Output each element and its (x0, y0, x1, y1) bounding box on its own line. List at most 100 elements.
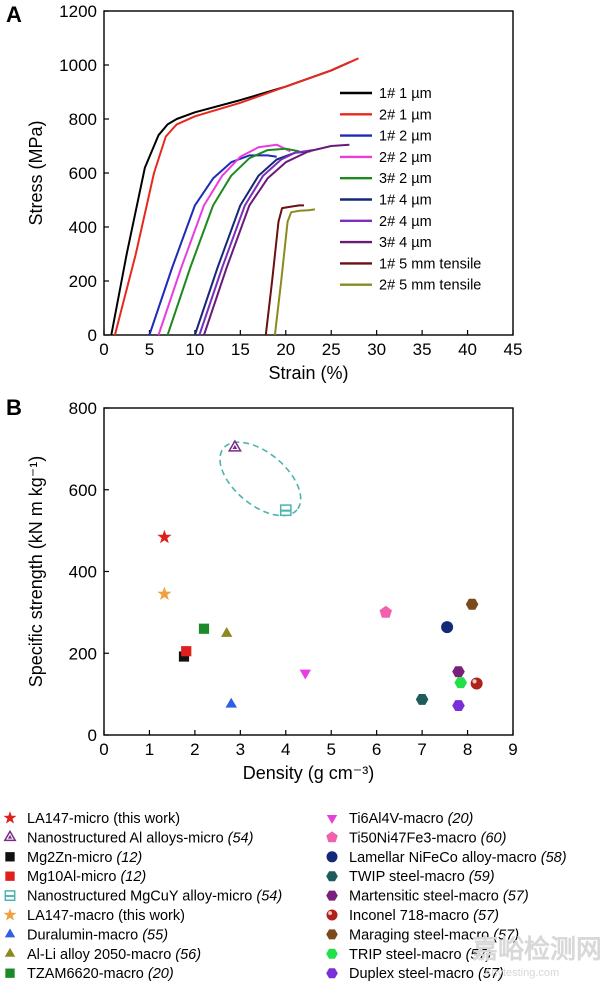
data-point-15 (470, 677, 483, 690)
legend-entry-name: Nanostructured MgCuY alloy-micro (27, 889, 252, 905)
legend-marker-16 (326, 929, 338, 940)
legend-marker-18 (326, 968, 338, 979)
legend-marker-8 (4, 947, 16, 957)
legend-entry-name: Mg10Al-micro (27, 869, 116, 885)
watermark: 嘉峪检测网 Anytesting.com (472, 934, 600, 979)
legend-label-1: 1# 1 µm (379, 86, 432, 102)
panel-a-chart: 0 5 10 15 20 25 30 35 40 45 0 200 400 600 800 1000 1200 S… (26, 2, 522, 383)
legend-marker-17 (326, 948, 338, 959)
panel-a-x-axis-title: Strain (%) (268, 363, 348, 383)
legend-entry-name: Lamellar NiFeCo alloy-macro (349, 850, 537, 866)
series-line-4 (157, 143, 291, 336)
panel-b-label: B (6, 395, 22, 420)
legend-entry-1: LA147-micro (this work) (27, 811, 180, 827)
legend-entry-ref: (57) (469, 908, 499, 924)
legend-label-2: 2# 1 µm (379, 107, 432, 123)
panel-a-label: A (6, 2, 22, 27)
legend-entry-4: Mg10Al-micro (12) (27, 869, 146, 885)
data-point-5 (279, 504, 292, 517)
panel-b-y-tick-label: 600 (69, 481, 97, 500)
legend-entry-16: Maraging steel-macro (57) (349, 927, 519, 943)
legend-marker-1 (3, 811, 17, 824)
series-line-7 (198, 149, 314, 336)
legend-marker-2 (3, 829, 17, 842)
legend-entry-3: Mg2Zn-micro (12) (27, 850, 142, 866)
highlight-ellipse (219, 441, 302, 517)
data-point-2-inner (232, 444, 238, 449)
legend-entry-name: Duralumin-macro (27, 927, 138, 943)
legend-marker-15-body (326, 909, 338, 921)
legend-entry-name: Ti6Al4V-macro (349, 811, 444, 827)
legend-entry-14: Martensitic steel-macro (57) (349, 889, 529, 905)
legend-entry-11: Ti50Ni47Fe3-macro (60) (349, 830, 506, 846)
legend-entry-ref: (57) (462, 947, 492, 963)
data-point-10 (299, 669, 311, 680)
legend-entry-name: Duplex steel-macro (349, 966, 474, 982)
legend-entry-name: Martensitic steel-macro (349, 889, 499, 905)
data-point-15-body (470, 677, 483, 690)
data-point-12 (441, 621, 454, 634)
data-point-6 (157, 586, 172, 600)
legend-entry-name: Mg2Zn-micro (27, 850, 112, 866)
legend-entry-13: TWIP steel-macro (59) (349, 869, 495, 885)
data-point-9 (198, 623, 210, 634)
legend-entry-9: TZAM6620-macro (20) (27, 966, 174, 982)
panel-b-x-tick-label: 0 (99, 740, 108, 759)
panel-b-x-tick-label: 9 (508, 740, 517, 759)
legend-entry-name: LA147-micro (this work) (27, 811, 180, 827)
data-point-5-bar (280, 509, 291, 512)
series-line-8 (203, 143, 350, 336)
legend-label-9: 1# 5 mm tensile (379, 256, 481, 272)
panel-b-x-tick-label: 3 (236, 740, 245, 759)
panel-a-y-tick-label: 200 (69, 272, 97, 291)
legend-entry-ref: (59) (465, 869, 495, 885)
data-point-4 (181, 646, 192, 657)
panel-a-x-tick-label: 15 (231, 340, 250, 359)
panel-b-legend: LA147-micro (this work) Nanostructured Al… (3, 811, 567, 982)
panel-b-chart: 0 1 2 3 4 5 6 7 8 9 0 200 400 600 800 Density (g cm⁻³) S… (26, 399, 518, 783)
legend-entry-2: Nanostructured Al alloys-micro (54) (27, 830, 253, 846)
legend-label-7: 2# 4 µm (379, 214, 432, 230)
legend-entry-ref: (58) (537, 850, 567, 866)
panel-b-x-tick-label: 2 (190, 740, 199, 759)
legend-entry-ref: (60) (477, 830, 507, 846)
legend-entry-ref: (56) (171, 947, 201, 963)
panel-a-x-tick-label: 40 (458, 340, 477, 359)
legend-entry-ref: (20) (444, 811, 474, 827)
legend-label-6: 1# 4 µm (379, 193, 432, 209)
legend-entry-name: TRIP steel-macro (349, 947, 462, 963)
data-point-14 (452, 666, 465, 678)
legend-label-8: 3# 4 µm (379, 235, 432, 251)
panel-b-plot-frame (103, 407, 514, 736)
legend-marker-11 (326, 831, 338, 843)
legend-marker-2-inner (7, 834, 13, 839)
legend-marker-3 (5, 852, 15, 862)
legend-entry-name: TZAM6620-macro (27, 966, 144, 982)
legend-entry-name: Maraging steel-macro (349, 927, 489, 943)
panel-b-x-tick-label: 1 (145, 740, 154, 759)
data-point-1 (157, 529, 172, 544)
data-point-15-highlight (472, 679, 477, 684)
series-line-10 (273, 208, 316, 336)
legend-entry-ref: (57) (474, 966, 504, 982)
legend-entry-12: Lamellar NiFeCo alloy-macro (58) (349, 850, 567, 866)
legend-label-4: 2# 2 µm (379, 150, 432, 166)
legend-entry-15: Inconel 718-macro (57) (349, 908, 499, 924)
data-point-7 (225, 697, 237, 708)
series-line-3 (148, 154, 277, 336)
legend-label-5: 3# 2 µm (379, 171, 432, 187)
legend-entry-ref: (12) (112, 850, 142, 866)
series-line-1 (110, 61, 350, 336)
data-point-17 (454, 677, 467, 689)
panel-a-x-tick-label: 5 (145, 340, 154, 359)
legend-marker-14 (326, 890, 338, 901)
legend-entry-name: Al-Li alloy 2050-macro (27, 947, 171, 963)
panel-b-y-tick-label: 800 (69, 399, 97, 418)
legend-marker-13 (326, 871, 338, 882)
watermark-text: 嘉峪检测网 (472, 934, 600, 964)
legend-entry-10: Ti6Al4V-macro (20) (349, 811, 473, 827)
data-point-18 (452, 700, 465, 711)
legend-entry-name: LA147-macro (this work) (27, 908, 185, 924)
legend-entry-name: TWIP steel-macro (349, 869, 465, 885)
